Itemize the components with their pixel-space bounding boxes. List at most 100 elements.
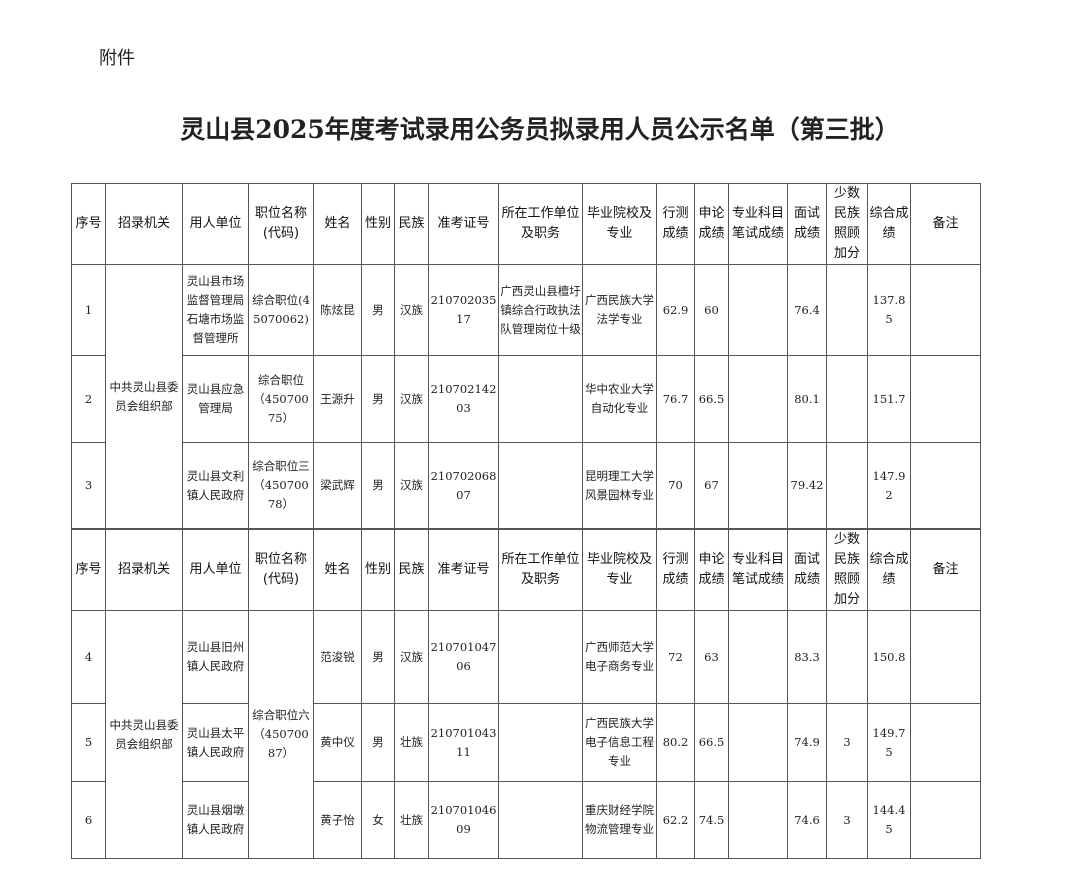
cell-remark — [910, 610, 981, 704]
cell-remark — [910, 703, 981, 782]
header-serial: 序号 — [71, 529, 106, 611]
cell-gender: 男 — [361, 355, 395, 443]
cell-exam-id: 21070104609 — [428, 781, 499, 859]
cell-total-score: 150.8 — [867, 610, 911, 704]
cell-serial: 6 — [71, 781, 106, 859]
cell-serial: 3 — [71, 442, 106, 529]
cell-xingce-score: 70 — [656, 442, 695, 529]
header-workplace: 所在工作单位及职务 — [498, 183, 583, 265]
cell-major-score — [728, 781, 788, 859]
cell-shenlun-score: 66.5 — [694, 703, 729, 782]
cell-name: 梁武辉 — [313, 442, 362, 529]
cell-workplace — [498, 610, 583, 704]
cell-shenlun-score: 74.5 — [694, 781, 729, 859]
cell-interview-score: 74.6 — [787, 781, 827, 859]
header-school-major: 毕业院校及专业 — [582, 529, 657, 611]
header-ethnicity: 民族 — [394, 183, 429, 265]
cell-gender: 女 — [361, 781, 395, 859]
cell-remark — [910, 264, 981, 356]
cell-major-score — [728, 355, 788, 443]
header-minority-bonus: 少数民族照顾加分 — [826, 183, 868, 265]
header-name: 姓名 — [313, 529, 362, 611]
cell-employer: 灵山县应急管理局 — [182, 355, 249, 443]
cell-exam-id: 21070214203 — [428, 355, 499, 443]
cell-position: 综合职位六（45070087） — [248, 610, 314, 859]
cell-gender: 男 — [361, 442, 395, 529]
cell-exam-id: 21070203517 — [428, 264, 499, 356]
roster-table-2: 序号 招录机关 用人单位 职位名称(代码) 姓名 性别 民族 准考证号 所在工作单位及职务 毕业院… — [71, 529, 981, 859]
header-xingce-score: 行测成绩 — [656, 529, 695, 611]
cell-serial: 2 — [71, 355, 106, 443]
table-row: 3 灵山县文利镇人民政府 综合职位三（45070078） 梁武辉男汉族 21070206… — [71, 442, 981, 529]
cell-workplace: 广西灵山县檀圩镇综合行政执法队管理岗位十级 — [498, 264, 583, 356]
header-ethnicity: 民族 — [394, 529, 429, 611]
header-remark: 备注 — [910, 183, 981, 265]
cell-xingce-score: 62.2 — [656, 781, 695, 859]
header-employer: 用人单位 — [182, 183, 249, 265]
cell-agency: 中共灵山县委员会组织部 — [105, 264, 183, 529]
cell-gender: 男 — [361, 703, 395, 782]
header-name: 姓名 — [313, 183, 362, 265]
cell-minority-bonus — [826, 610, 868, 704]
cell-major-score — [728, 264, 788, 356]
cell-employer: 灵山县太平镇人民政府 — [182, 703, 249, 782]
cell-remark — [910, 781, 981, 859]
cell-interview-score: 79.42 — [787, 442, 827, 529]
roster-table-1: 序号 招录机关 用人单位 职位名称(代码) 姓名 性别 民族 准考证号 所在工作单位及职务 毕业院… — [71, 183, 981, 529]
header-agency: 招录机关 — [105, 529, 183, 611]
cell-xingce-score: 72 — [656, 610, 695, 704]
cell-shenlun-score: 67 — [694, 442, 729, 529]
cell-employer: 灵山县旧州镇人民政府 — [182, 610, 249, 704]
cell-school-major: 重庆财经学院物流管理专业 — [582, 781, 657, 859]
cell-gender: 男 — [361, 610, 395, 704]
cell-shenlun-score: 66.5 — [694, 355, 729, 443]
cell-major-score — [728, 703, 788, 782]
table-row: 6 灵山县烟墩镇人民政府 黄子怡女壮族 21070104609 重庆财经学院物流管理专业… — [71, 781, 981, 859]
header-gender: 性别 — [361, 183, 395, 265]
cell-minority-bonus: 3 — [826, 781, 868, 859]
cell-school-major: 华中农业大学自动化专业 — [582, 355, 657, 443]
cell-minority-bonus — [826, 355, 868, 443]
cell-exam-id: 21070104706 — [428, 610, 499, 704]
cell-interview-score: 83.3 — [787, 610, 827, 704]
cell-minority-bonus: 3 — [826, 703, 868, 782]
table-row: 5 灵山县太平镇人民政府 黄中仪男壮族 21070104311 广西民族大学电子信息工程… — [71, 703, 981, 782]
header-school-major: 毕业院校及专业 — [582, 183, 657, 265]
header-serial: 序号 — [71, 183, 106, 265]
cell-major-score — [728, 442, 788, 529]
cell-total-score: 137.85 — [867, 264, 911, 356]
cell-name: 黄子怡 — [313, 781, 362, 859]
header-total-score: 综合成绩 — [867, 183, 911, 265]
cell-workplace — [498, 703, 583, 782]
header-interview-score: 面试成绩 — [787, 529, 827, 611]
cell-ethnicity: 壮族 — [394, 781, 429, 859]
cell-remark — [910, 442, 981, 529]
header-position: 职位名称(代码) — [248, 183, 314, 265]
cell-employer: 灵山县烟墩镇人民政府 — [182, 781, 249, 859]
header-row: 序号 招录机关 用人单位 职位名称(代码) 姓名 性别 民族 准考证号 所在工作单位及职务 毕业院… — [71, 529, 981, 611]
cell-shenlun-score: 60 — [694, 264, 729, 356]
cell-minority-bonus — [826, 442, 868, 529]
header-agency: 招录机关 — [105, 183, 183, 265]
cell-total-score: 144.45 — [867, 781, 911, 859]
cell-name: 范浚锐 — [313, 610, 362, 704]
cell-total-score: 147.92 — [867, 442, 911, 529]
cell-ethnicity: 汉族 — [394, 442, 429, 529]
cell-gender: 男 — [361, 264, 395, 356]
cell-position: 综合职位（45070075） — [248, 355, 314, 443]
cell-xingce-score: 76.7 — [656, 355, 695, 443]
cell-school-major: 广西师范大学电子商务专业 — [582, 610, 657, 704]
cell-employer: 灵山县市场监督管理局石塘市场监督管理所 — [182, 264, 249, 356]
cell-name: 王源升 — [313, 355, 362, 443]
cell-interview-score: 76.4 — [787, 264, 827, 356]
header-employer: 用人单位 — [182, 529, 249, 611]
cell-serial: 5 — [71, 703, 106, 782]
cell-xingce-score: 62.9 — [656, 264, 695, 356]
cell-ethnicity: 汉族 — [394, 610, 429, 704]
header-exam-id: 准考证号 — [428, 529, 499, 611]
header-shenlun-score: 申论成绩 — [694, 529, 729, 611]
cell-shenlun-score: 63 — [694, 610, 729, 704]
cell-name: 黄中仪 — [313, 703, 362, 782]
cell-serial: 4 — [71, 610, 106, 704]
attachment-label: 附件 — [99, 48, 135, 69]
